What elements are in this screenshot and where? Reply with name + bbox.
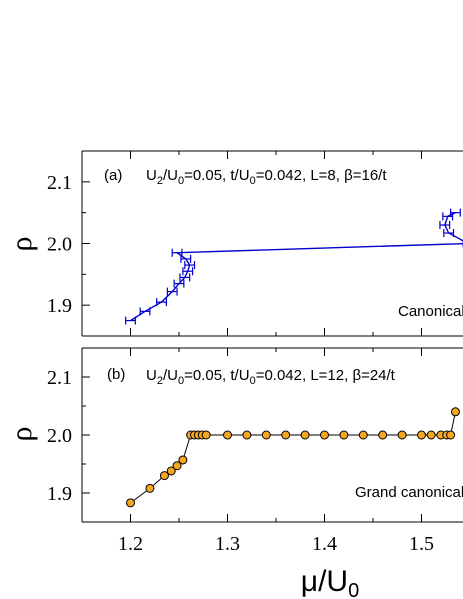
x-tick-label: 1.5 [409, 533, 434, 555]
panel-b-data-point [378, 430, 388, 440]
panel-b-data-point [300, 430, 310, 440]
x-axis-label-sub: 0 [348, 580, 359, 599]
panel-b-ytick-label: 1.9 [47, 483, 72, 505]
panel-b-data-point [223, 430, 232, 440]
panel-b-param-sub0b: 0 [250, 375, 256, 387]
panel-a-legend: Canonical [398, 303, 463, 320]
panel-a-param-mid: /U [163, 167, 178, 184]
panel-a-param-tail: =0.05, t/U [184, 167, 249, 184]
panel-a-ylabel: ρ [5, 237, 38, 252]
panel-b-data-point [242, 430, 252, 440]
x-axis-label: μ/U0 [301, 565, 359, 599]
panel-a-param-sub0b: 0 [250, 175, 256, 187]
panel-b-params: U2/U0=0.05, t/U0=0.042, L=12, β=24/t [146, 367, 396, 387]
panel-a-param-sub2: 2 [157, 175, 163, 187]
panel-b-ytick-label: 2.1 [47, 367, 72, 389]
panel-a-param-rest: =0.042, L=8, β=16/t [256, 167, 388, 184]
panel-b-label: (b) [107, 366, 125, 383]
panel-b-data-point [159, 471, 169, 481]
x-tick-label: 1.4 [312, 533, 337, 555]
panel-b: (b) U2/U0=0.05, t/U0=0.042, L=12, β=24/t… [5, 347, 463, 599]
panel-b-data-point [261, 430, 271, 440]
panel-b-data-point [145, 483, 155, 493]
x-tick-label: 1.2 [118, 533, 143, 555]
panel-b-param-rest: =0.042, L=12, β=24/t [256, 367, 396, 384]
panel-b-data-point [281, 430, 291, 440]
panel-a: (a) U2/U0=0.05, t/U0=0.042, L=8, β=16/t … [5, 150, 463, 337]
panel-b-data-point [417, 430, 426, 440]
x-tick-label: 1.3 [215, 533, 240, 555]
panel-b-ytick-label: 2.0 [47, 425, 72, 447]
panel-a-label: (a) [104, 167, 122, 184]
panel-b-param-u: U [146, 367, 157, 384]
panel-b-data-point [339, 430, 349, 440]
panel-b-data-point [426, 430, 436, 440]
panel-b-data-point [450, 407, 460, 417]
panel-b-data-point [201, 430, 211, 440]
panel-b-ylabel: ρ [5, 427, 38, 442]
panel-b-data-point [358, 430, 368, 440]
panel-b-param-mid: /U [163, 367, 178, 384]
panel-b-data-point [320, 430, 329, 440]
panel-a-params: U2/U0=0.05, t/U0=0.042, L=8, β=16/t [146, 167, 387, 187]
panel-b-data-point [166, 466, 176, 476]
panel-a-param-sub0: 0 [178, 175, 184, 187]
panel-a-ytick-label: 2.0 [47, 234, 72, 256]
panel-b-param-sub2: 2 [157, 375, 163, 387]
panel-b-data-point [172, 461, 182, 471]
x-axis-label-base: μ/U [301, 565, 348, 598]
panel-b-data-point [126, 498, 135, 508]
panel-b-data-point [446, 430, 456, 440]
panel-b-data-point [397, 430, 407, 440]
panel-b-data-point [178, 455, 188, 465]
panel-a-ytick-label: 2.1 [47, 172, 72, 194]
panel-a-ytick-label: 1.9 [47, 295, 72, 317]
panel-a-param-u: U [146, 167, 157, 184]
panel-b-param-sub0: 0 [178, 375, 184, 387]
panel-b-param-tail: =0.05, t/U [184, 367, 249, 384]
panel-b-legend: Grand canonical [355, 484, 463, 501]
